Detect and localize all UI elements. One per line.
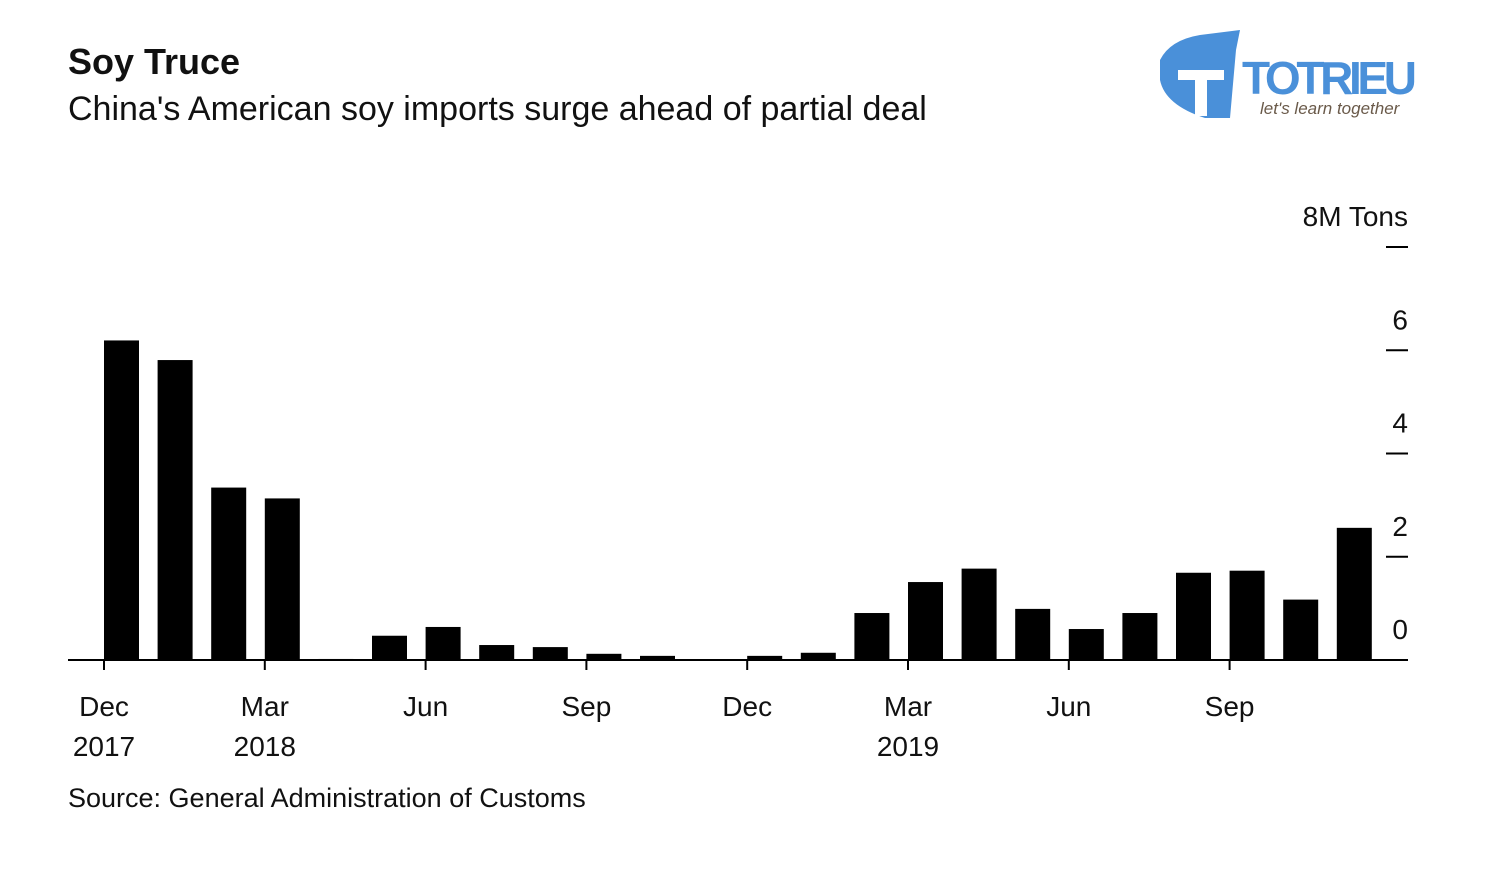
bar (1336, 527, 1372, 660)
bar (479, 645, 515, 660)
source: Source: General Administration of Custom… (68, 783, 586, 813)
bar (1229, 570, 1265, 660)
bar (854, 613, 890, 660)
bar (747, 655, 783, 660)
logo-t-bar (1178, 70, 1224, 80)
bar (1122, 613, 1158, 660)
bar (264, 498, 300, 660)
logo-name: TOTRIEU (1242, 52, 1417, 104)
y-tick-label: 2 (1392, 511, 1408, 542)
bar (532, 647, 568, 660)
bar (800, 652, 836, 660)
bar (1283, 599, 1319, 660)
x-year-label: 2019 (877, 731, 939, 762)
x-tick-label: Sep (561, 691, 611, 722)
y-tick-label: 0 (1392, 614, 1408, 645)
logo: TOTRIEU let's learn together (1160, 30, 1417, 118)
x-year-label: 2017 (73, 731, 135, 762)
x-tick-label: Mar (241, 691, 289, 722)
bar (908, 582, 943, 660)
bar (640, 655, 675, 660)
bar (961, 568, 997, 660)
bar (157, 360, 193, 660)
y-tick-label: 6 (1392, 304, 1408, 335)
bar (372, 635, 407, 660)
x-tick-label: Sep (1205, 691, 1255, 722)
y-tick-label: 4 (1392, 408, 1408, 439)
chart-title: Soy Truce (68, 41, 240, 82)
bar (586, 653, 622, 660)
bar (104, 340, 139, 660)
logo-t-stem (1195, 80, 1207, 116)
bar (1015, 608, 1051, 660)
bar (1176, 572, 1211, 660)
x-tick-label: Dec (79, 691, 129, 722)
bar (425, 626, 461, 660)
x-tick-label: Dec (722, 691, 772, 722)
x-tick-label: Mar (884, 691, 932, 722)
logo-tagline: let's learn together (1260, 99, 1401, 118)
chart-subtitle: China's American soy imports surge ahead… (68, 90, 927, 128)
bar (211, 487, 247, 660)
y-tick-label: 8M Tons (1303, 201, 1408, 232)
bar (1068, 629, 1104, 660)
x-tick-label: Jun (1046, 691, 1091, 722)
x-tick-label: Jun (403, 691, 448, 722)
x-year-label: 2018 (234, 731, 296, 762)
